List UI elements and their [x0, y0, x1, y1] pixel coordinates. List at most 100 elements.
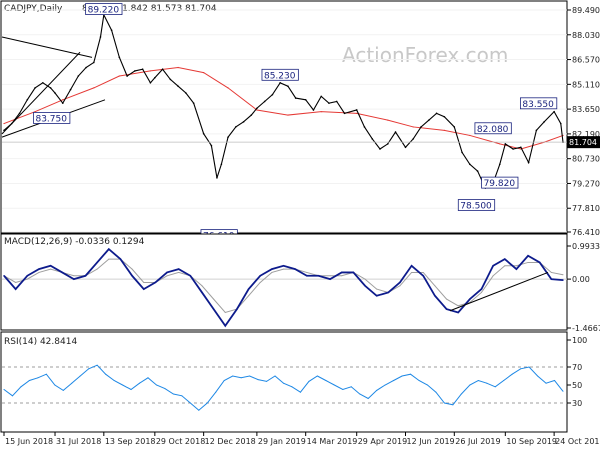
- macd-signal-point: [108, 258, 110, 260]
- moving-average-point: [287, 114, 289, 116]
- macd-signal-point: [283, 268, 284, 270]
- price-point: [85, 66, 87, 69]
- price-annotation-box: [519, 97, 558, 110]
- rsi-point: [198, 409, 200, 411]
- macd-signal-point: [527, 261, 529, 263]
- triangle-upper-line: [1, 51, 81, 135]
- price-point: [141, 68, 144, 71]
- moving-average-point: [118, 75, 120, 77]
- price-point: [61, 102, 64, 104]
- macd-signal-point: [15, 281, 17, 283]
- macd-signal-point: [562, 274, 564, 276]
- rsi-tick-label: 30: [572, 399, 582, 408]
- rsi-point: [147, 377, 149, 379]
- rsi-point: [443, 402, 445, 404]
- macd-signal-point: [166, 275, 168, 277]
- price-point: [294, 97, 297, 99]
- rsi-point: [122, 384, 124, 386]
- price-tick-label: 77.810: [572, 204, 600, 213]
- macd-signal-point: [131, 268, 133, 270]
- price-point: [154, 76, 156, 79]
- rsi-point: [545, 382, 547, 384]
- price-point: [498, 163, 501, 166]
- rsi-point: [452, 404, 454, 406]
- price-point: [355, 109, 358, 111]
- price-point: [553, 110, 555, 113]
- moving-average-point: [177, 66, 179, 69]
- price-point: [69, 88, 72, 91]
- price-annotation-box: [474, 122, 512, 135]
- price-point: [371, 138, 374, 140]
- macd-point: [96, 261, 98, 264]
- rsi-point: [469, 384, 471, 386]
- date-tick-label: 13 Sep 2018: [105, 437, 156, 446]
- macd-signal-point: [329, 275, 331, 277]
- price-point: [328, 102, 330, 104]
- price-series: [3, 13, 564, 189]
- price-annotation: 78.500: [460, 202, 492, 212]
- price-point: [26, 98, 29, 101]
- price-point: [420, 126, 422, 128]
- rsi-gridlines: [2, 366, 567, 404]
- rsi-point: [139, 382, 141, 384]
- price-point: [185, 92, 187, 94]
- macd-point: [108, 248, 110, 250]
- date-tick-label: 14 Mar 2019: [307, 437, 358, 446]
- price-annotation: 85.230: [264, 71, 296, 81]
- macd-point: [352, 271, 355, 274]
- macd-point: [434, 295, 436, 297]
- rsi-point: [325, 380, 327, 381]
- rsi-point: [384, 384, 386, 386]
- date-tick-label: 15 Jun 2018: [5, 437, 53, 446]
- macd-point: [3, 275, 5, 277]
- macd-signal-series: [3, 258, 564, 314]
- rsi-point: [393, 380, 395, 381]
- rsi-point: [223, 380, 225, 381]
- price-point: [535, 129, 538, 132]
- rsi-point: [257, 379, 259, 381]
- rsi-point: [435, 391, 437, 393]
- macd-tick-label: 0.00: [572, 275, 590, 284]
- rsi-tick-label: 70: [572, 363, 582, 372]
- rsi-point: [520, 368, 522, 370]
- macd-signal-point: [248, 295, 250, 297]
- macd-signal-point: [515, 265, 517, 267]
- rsi-point: [511, 373, 513, 375]
- ohlc-readout: 81.805 81.842 81.573 81.704: [82, 4, 217, 14]
- rsi-point: [494, 386, 496, 388]
- rsi-point: [401, 375, 403, 377]
- last-price-tag: [567, 136, 600, 149]
- macd-point: [294, 268, 296, 270]
- price-annotation: 83.550: [522, 100, 554, 110]
- rsi-point: [283, 382, 284, 384]
- price-point: [242, 121, 245, 123]
- macd-point: [131, 275, 133, 277]
- macd-signal-point: [178, 271, 180, 273]
- macd-signal-point: [259, 281, 261, 283]
- rsi-point: [266, 380, 268, 382]
- macd-point: [539, 261, 541, 264]
- price-point: [504, 143, 507, 145]
- price-annotation-box: [33, 112, 71, 124]
- price-tick-label: 80.730: [572, 155, 600, 164]
- price-point: [320, 95, 323, 98]
- price-point: [161, 68, 164, 71]
- rsi-point: [45, 373, 47, 375]
- price-point: [559, 122, 562, 125]
- price-point: [512, 148, 514, 150]
- moving-average-point: [469, 134, 471, 137]
- date-tick-label: 10 Sep 2019: [506, 437, 557, 446]
- date-tick-label: 31 Jul 2018: [56, 437, 101, 446]
- rsi-point: [486, 382, 488, 384]
- macd-series: [3, 247, 564, 328]
- rsi-point: [96, 364, 98, 366]
- rsi-point: [367, 398, 369, 399]
- macd-point: [84, 275, 87, 277]
- rsi-point: [181, 395, 183, 397]
- macd-point: [49, 265, 52, 267]
- price-point: [386, 143, 389, 145]
- moving-average-point: [93, 87, 95, 89]
- macd-trendline: [449, 271, 549, 312]
- rsi-point: [62, 389, 64, 391]
- resistance-line: [1, 36, 93, 58]
